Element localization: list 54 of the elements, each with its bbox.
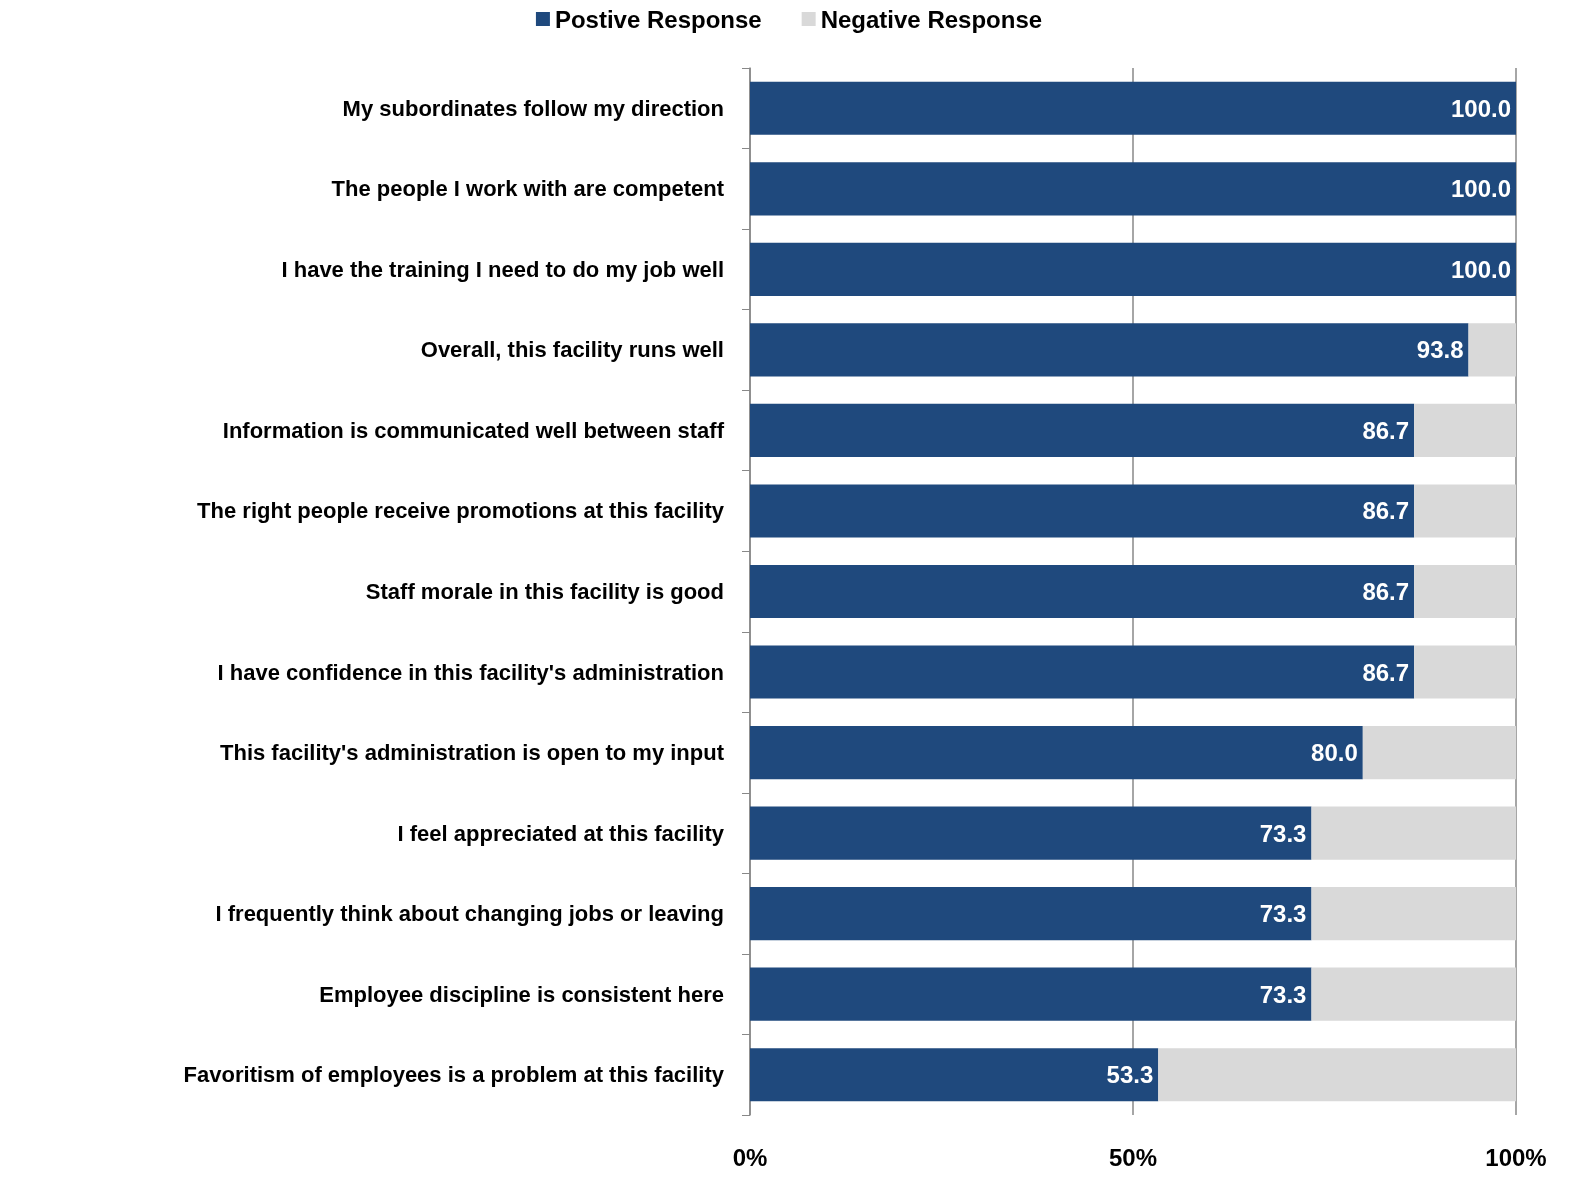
x-tick-label: 50%	[1108, 1143, 1158, 1171]
data-label: 73.3	[1259, 900, 1307, 928]
data-label: 73.3	[1259, 980, 1307, 1008]
data-label: 73.3	[1259, 819, 1307, 847]
bar	[1362, 726, 1516, 780]
bar	[1414, 645, 1516, 699]
bar	[750, 806, 1312, 860]
x-tick-label: 100%	[1485, 1143, 1547, 1171]
y-tick-label: This facility's administration is open to my input	[220, 740, 725, 766]
y-tick-label: I feel appreciated at this facility	[397, 820, 725, 846]
y-tick-label: I frequently think about changing jobs or leaving	[215, 901, 724, 927]
data-label: 53.3	[1106, 1061, 1154, 1089]
bar	[1311, 967, 1516, 1021]
y-tick-label: I have the training I need to do my job well	[281, 256, 724, 282]
data-label: 100.0	[1450, 175, 1511, 203]
bar	[750, 484, 1415, 538]
data-label: 86.7	[1362, 497, 1410, 525]
y-tick-label: Information is communicated well between staff	[222, 417, 725, 443]
bar	[750, 564, 1415, 619]
bar	[750, 887, 1312, 941]
legend-label: Postive Response	[554, 5, 762, 33]
bar	[1414, 484, 1516, 538]
bar	[750, 162, 1516, 216]
data-label: 80.0	[1311, 739, 1358, 767]
y-tick-label: My subordinates follow my direction	[342, 95, 724, 121]
bar	[750, 403, 1415, 457]
data-label: 86.7	[1362, 578, 1410, 605]
y-tick-label: Favoritism of employees is a problem at this facility	[183, 1062, 725, 1088]
data-label: 86.7	[1362, 658, 1410, 686]
bar	[1414, 403, 1516, 457]
bar	[750, 726, 1363, 780]
bar	[750, 323, 1469, 377]
bar	[1158, 1048, 1516, 1102]
data-label: 100.0	[1450, 94, 1511, 122]
data-label: 100.0	[1450, 255, 1511, 283]
y-tick-label: I have confidence in this facility's administration	[217, 659, 724, 685]
bar	[1311, 806, 1516, 860]
y-tick-label: Staff morale in this facility is good	[365, 579, 724, 604]
bar	[750, 1048, 1159, 1102]
y-tick-label: The right people receive promotions at this facility	[197, 498, 725, 524]
y-tick-label: Employee discipline is consistent here	[319, 981, 724, 1007]
bar	[750, 645, 1415, 699]
legend-label: Negative Response	[820, 5, 1043, 33]
bar	[750, 242, 1516, 296]
y-tick-label: The people I work with are competent	[331, 176, 725, 202]
data-label: 86.7	[1362, 416, 1410, 444]
y-tick-label: Overall, this facility runs well	[420, 337, 724, 363]
bar	[750, 81, 1516, 135]
bar	[1414, 564, 1516, 619]
x-tick-label: 0%	[732, 1143, 768, 1171]
bar	[1311, 887, 1516, 941]
bar	[1468, 323, 1516, 377]
bar	[750, 967, 1312, 1021]
data-label: 93.8	[1416, 336, 1464, 364]
